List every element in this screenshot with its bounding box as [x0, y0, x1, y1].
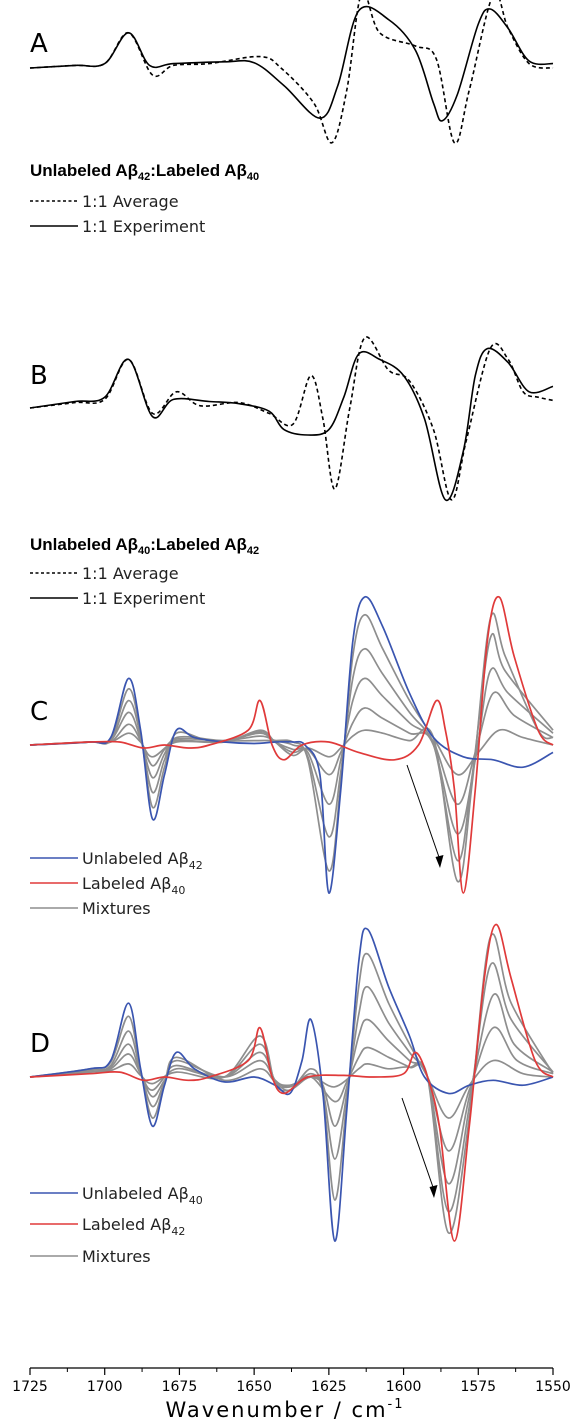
arrow-head: [435, 855, 444, 868]
panel-c-arrow: [406, 764, 444, 868]
series-line-1-1-average: [29, 336, 554, 501]
series-line-labeled-a-40: [29, 596, 554, 894]
legend-label-experiment: 1:1 Experiment: [82, 589, 205, 608]
panel-d-legend: Unlabeled Aβ40 Labeled Aβ42 Mixtures: [30, 1184, 203, 1266]
series-line-1-1-average: [29, 0, 554, 144]
series-line-mixture-4: [29, 632, 554, 862]
legend-label-mixtures: Mixtures: [82, 1247, 151, 1266]
panel-d-arrow: [401, 1097, 438, 1198]
panel-a-title: Unlabeled Aβ42:Labeled Aβ40: [30, 161, 259, 183]
x-tick-label: 1650: [236, 1379, 272, 1395]
series-line-unlabeled-a-40: [29, 927, 554, 1242]
legend-label-labeled: Labeled Aβ42: [82, 1215, 185, 1238]
x-tick-label: 1600: [386, 1379, 422, 1395]
x-tick-label: 1675: [162, 1379, 198, 1395]
series-line-mixture-2: [29, 647, 554, 838]
series-line-1-1-experiment: [29, 5, 554, 122]
legend-label-labeled: Labeled Aβ40: [82, 874, 185, 897]
series-line-mixture-4: [29, 962, 554, 1213]
panel-c-plot: [29, 596, 554, 894]
panel-a: A Unlabeled Aβ42:Labeled Aβ40 1:1 Averag…: [29, 0, 554, 236]
arrow-line: [406, 764, 441, 861]
panel-c-legend: Unlabeled Aβ42 Labeled Aβ40 Mixtures: [30, 849, 203, 918]
panel-a-plot: [29, 0, 554, 144]
x-tick-label: 1575: [460, 1379, 496, 1395]
panel-b-title: Unlabeled Aβ40:Labeled Aβ42: [30, 535, 259, 557]
series-line-mixture-5: [29, 612, 554, 883]
panel-c: C Unlabeled Aβ42 Labeled Aβ40 Mixtures: [29, 596, 554, 918]
legend-label-unlabeled: Unlabeled Aβ40: [82, 1184, 203, 1207]
panel-d-plot: [29, 923, 554, 1242]
arrow-line: [401, 1097, 435, 1191]
panel-b-label: B: [30, 361, 48, 391]
x-axis-ticks: 1725 1700 1675 1650 1625 1600 1575 1550: [12, 1368, 571, 1395]
x-tick-label: 1700: [87, 1379, 123, 1395]
panel-a-label: A: [30, 29, 48, 59]
legend-label-experiment: 1:1 Experiment: [82, 217, 205, 236]
panel-b-legend: 1:1 Average 1:1 Experiment: [30, 564, 205, 608]
panel-c-label: C: [30, 697, 48, 727]
arrow-head: [429, 1185, 438, 1198]
series-line-labeled-a-42: [29, 923, 554, 1242]
series-line-mixture-5: [29, 933, 554, 1234]
series-line-1-1-experiment: [29, 347, 554, 501]
legend-label-average: 1:1 Average: [82, 192, 179, 211]
x-axis: 1725 1700 1675 1650 1625 1600 1575 1550 Wavenum…: [12, 1367, 571, 1422]
legend-label-average: 1:1 Average: [82, 564, 179, 583]
panel-d-label: D: [30, 1029, 50, 1059]
panel-b: B Unlabeled Aβ40:Labeled Aβ42 1:1 Averag…: [29, 336, 554, 608]
series-line-unlabeled-a-42: [29, 596, 554, 894]
panel-a-legend: 1:1 Average 1:1 Experiment: [30, 192, 205, 236]
panel-b-plot: [29, 336, 554, 501]
x-axis-label: Wavenumber / cm-1: [166, 1397, 405, 1422]
legend-label-unlabeled: Unlabeled Aβ42: [82, 849, 203, 872]
x-tick-label: 1550: [535, 1379, 571, 1395]
panel-d: D Unlabeled Aβ40 Labeled Aβ42 Mixtures: [29, 923, 554, 1266]
x-tick-label: 1625: [311, 1379, 347, 1395]
x-tick-label: 1725: [12, 1379, 48, 1395]
legend-label-mixtures: Mixtures: [82, 899, 151, 918]
